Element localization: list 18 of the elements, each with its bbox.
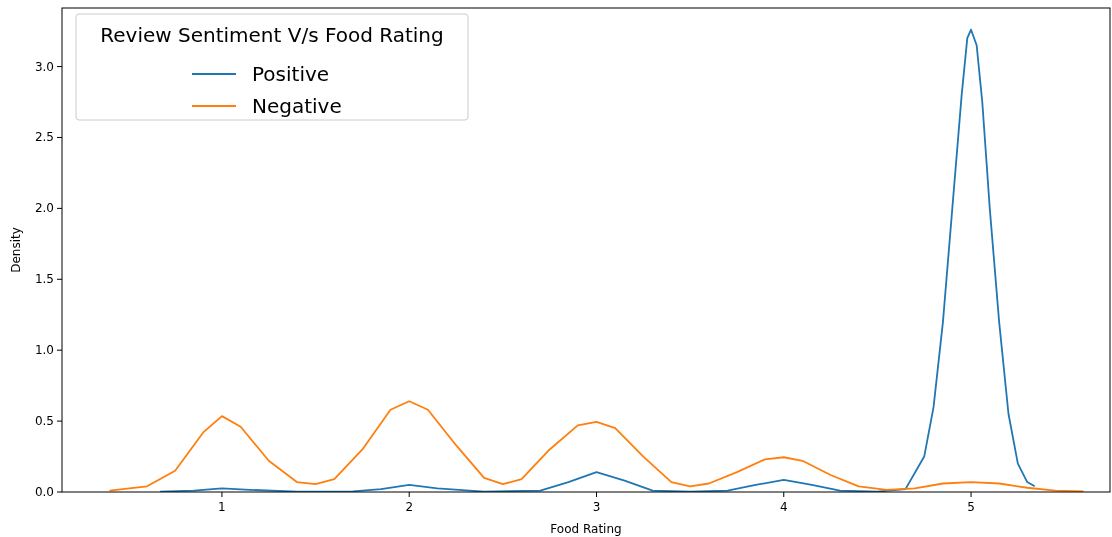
y-axis-title: Density: [9, 227, 23, 273]
x-tick-label: 3: [592, 500, 601, 514]
y-tick-label: 0.5: [34, 414, 54, 429]
x-tick-label: 2: [405, 500, 414, 514]
x-axis-title: Food Rating: [550, 522, 622, 536]
legend-label: Negative: [252, 94, 342, 118]
legend-label: Positive: [252, 62, 330, 86]
line-series: [108, 400, 1085, 492]
y-tick-label: 1.0: [34, 343, 54, 358]
y-tick-label: 1.5: [34, 272, 54, 287]
x-tick-label: 4: [779, 500, 788, 514]
y-tick-label: 0.0: [34, 485, 54, 499]
x-tick-label: 1: [218, 500, 226, 514]
legend-title: Review Sentiment V/s Food Rating: [100, 23, 444, 47]
y-tick-label: 2.5: [34, 130, 54, 145]
y-tick-label: 3.0: [34, 59, 54, 74]
y-tick-label: 2.0: [34, 201, 54, 216]
x-tick-label: 5: [967, 500, 975, 514]
